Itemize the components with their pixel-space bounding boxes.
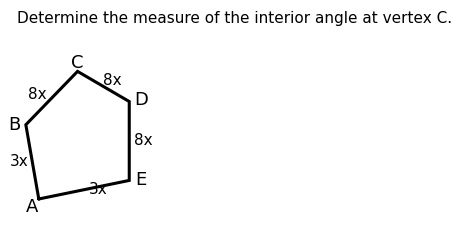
Text: 8x: 8x	[103, 73, 122, 88]
Text: B: B	[8, 116, 20, 134]
Text: 3x: 3x	[89, 182, 108, 197]
Text: 8x: 8x	[134, 134, 153, 148]
Text: A: A	[26, 198, 39, 216]
Text: E: E	[135, 172, 147, 189]
Text: 8x: 8x	[28, 87, 47, 102]
Text: D: D	[134, 91, 148, 109]
Text: 3x: 3x	[10, 154, 29, 169]
Text: Determine the measure of the interior angle at vertex C.: Determine the measure of the interior an…	[17, 11, 453, 27]
Text: C: C	[71, 54, 84, 72]
